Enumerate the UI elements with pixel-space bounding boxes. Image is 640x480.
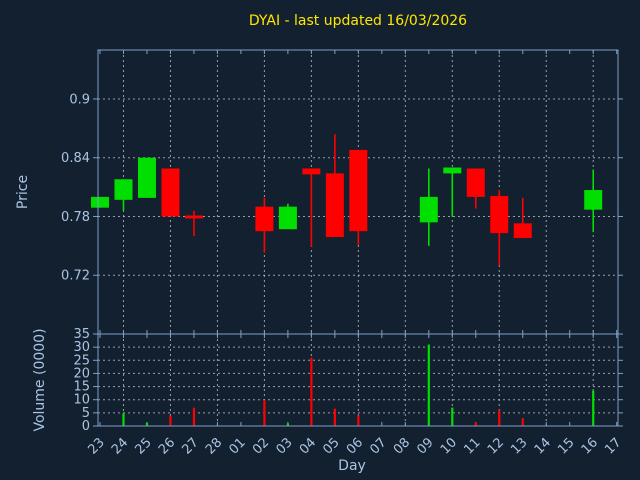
volume-bar (592, 390, 595, 426)
candle-body (325, 173, 344, 238)
volume-bar (145, 422, 149, 426)
candle-body (302, 168, 321, 175)
volume-bar (192, 407, 196, 426)
x-tick-label: 05 (320, 435, 342, 457)
volume-tick-label: 5 (82, 406, 90, 421)
x-tick-label: 26 (156, 435, 178, 457)
candle-body (184, 215, 203, 219)
x-tick-label: 12 (485, 435, 507, 457)
volume-tick-label: 10 (73, 393, 90, 408)
volume-bar (310, 357, 313, 426)
x-tick-label: 11 (461, 435, 483, 457)
candle-body (161, 168, 180, 217)
candle-body (255, 206, 274, 232)
candle-body (466, 168, 485, 197)
x-tick-label: 02 (250, 435, 272, 457)
volume-bar (169, 415, 172, 426)
x-tick-label: 28 (203, 435, 225, 457)
volume-tick-label: 0 (82, 419, 90, 434)
candle-body (91, 196, 109, 208)
candle-body (584, 190, 603, 210)
x-tick-label: 25 (132, 435, 154, 457)
candle-body (137, 157, 156, 198)
price-tick-label: 0.9 (69, 92, 90, 107)
x-tick-label: 01 (226, 435, 248, 457)
x-tick-label: 10 (438, 435, 460, 457)
x-tick-label: 17 (602, 435, 624, 457)
candle-body (513, 223, 532, 239)
volume-tick-label: 30 (73, 340, 90, 355)
candle-body (419, 196, 438, 223)
volume-bar (286, 423, 289, 426)
volume-tick-label: 15 (73, 380, 90, 395)
price-axis-title: Price (15, 175, 31, 209)
volume-axis-title: Volume (0000) (32, 328, 48, 431)
x-tick-label: 06 (344, 435, 366, 457)
x-tick-label: 14 (532, 435, 554, 457)
volume-bar (357, 415, 360, 426)
candle-body (443, 167, 462, 174)
price-tick-label: 0.72 (61, 269, 90, 284)
x-tick-label: 07 (367, 435, 389, 457)
volume-bar (474, 422, 477, 426)
volume-bar (333, 408, 336, 426)
volume-bar (498, 410, 501, 426)
volume-tick-label: 35 (73, 327, 90, 342)
volume-bar (521, 418, 524, 426)
x-tick-label: 27 (179, 435, 201, 457)
volume-bar (451, 407, 454, 426)
x-tick-label: 16 (579, 435, 601, 457)
candle-body (278, 206, 297, 230)
candle-body (349, 149, 368, 232)
x-axis-title: Day (338, 458, 366, 474)
volume-bar (427, 344, 430, 426)
candle-body (490, 195, 509, 234)
volume-bar (263, 399, 266, 426)
x-tick-label: 23 (86, 435, 108, 457)
x-tick-label: 24 (109, 435, 131, 457)
candle-body (114, 179, 133, 200)
x-tick-label: 03 (273, 435, 295, 457)
price-tick-label: 0.84 (61, 151, 90, 166)
volume-bar (122, 413, 125, 426)
x-tick-label: 09 (414, 435, 436, 457)
volume-tick-label: 25 (73, 353, 90, 368)
volume-panel-frame (97, 333, 619, 427)
volume-tick-label: 20 (73, 366, 90, 381)
x-tick-label: 08 (391, 435, 413, 457)
x-tick-label: 04 (297, 435, 319, 457)
x-tick-label: 13 (508, 435, 530, 457)
x-tick-label: 15 (555, 435, 577, 457)
chart-title: DYAI - last updated 16/03/2026 (248, 13, 468, 29)
price-tick-label: 0.78 (61, 210, 90, 225)
